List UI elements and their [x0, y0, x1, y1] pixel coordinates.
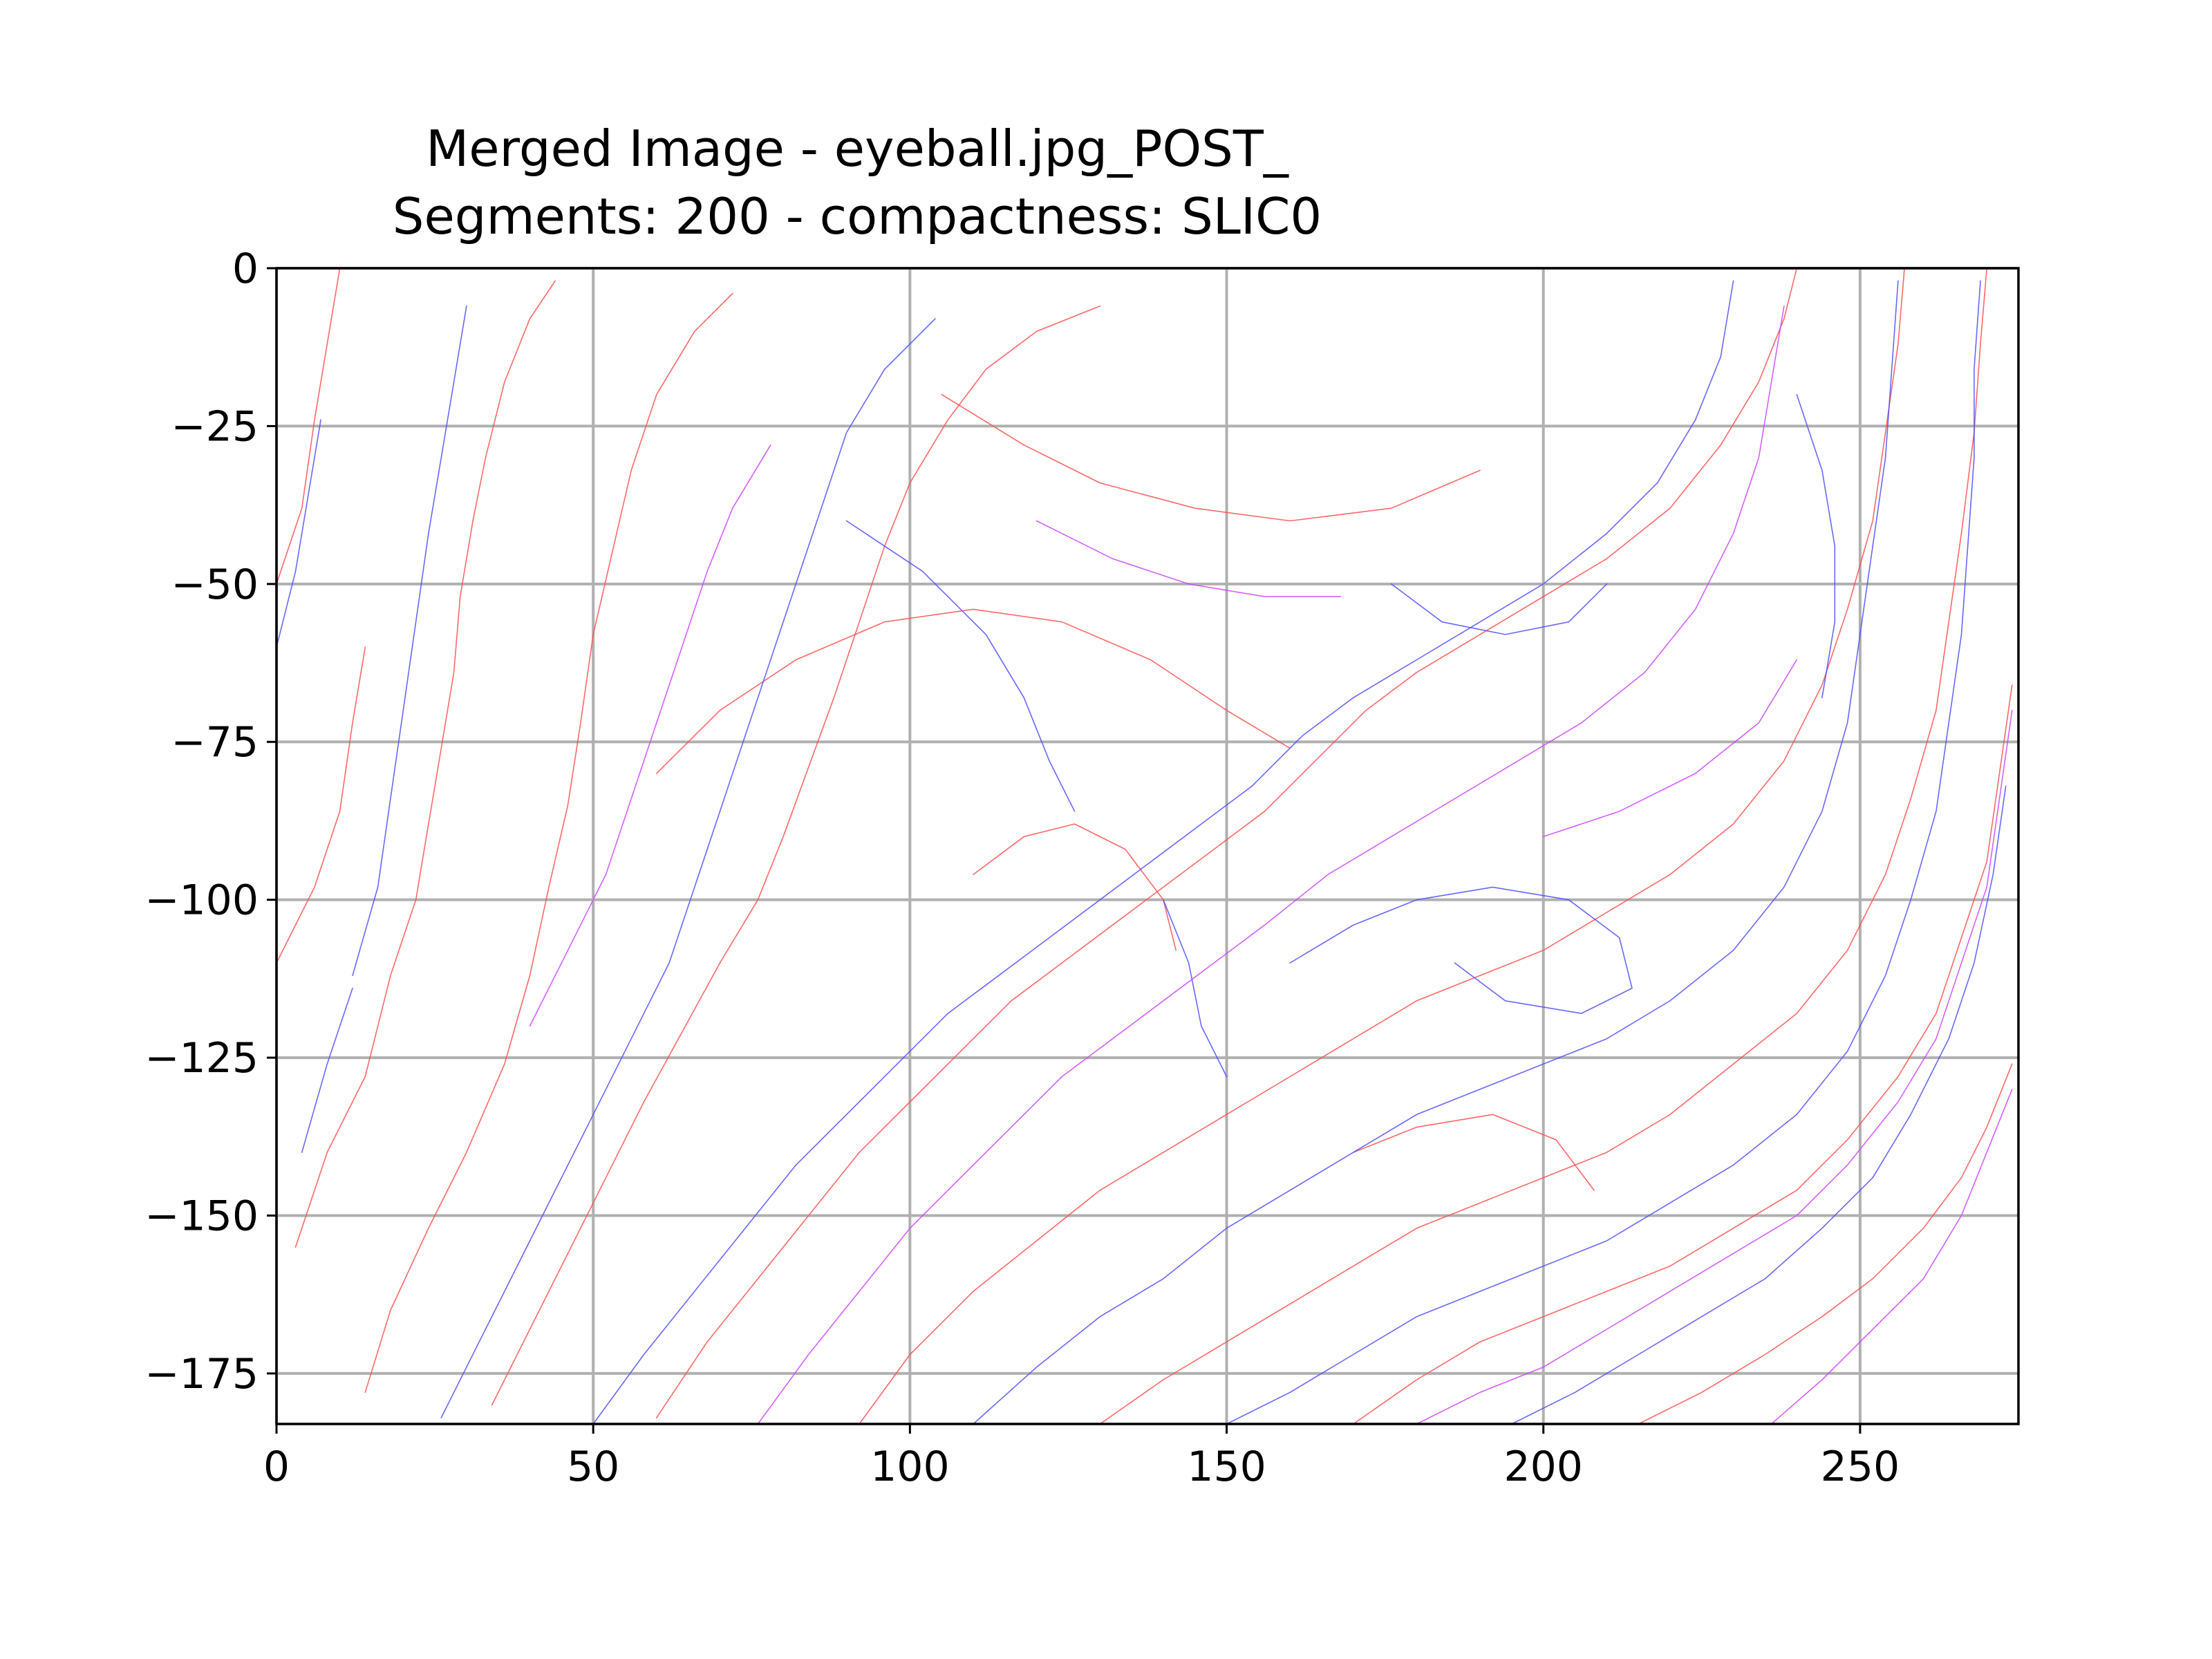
contour-line — [656, 608, 1291, 774]
contour-line — [491, 306, 1101, 1406]
contour-line — [276, 646, 366, 964]
grid-lines — [275, 267, 2018, 1424]
y-tick-label: 0 — [232, 245, 259, 293]
contour-line — [1796, 393, 1836, 699]
y-tick-label: −100 — [144, 877, 259, 925]
chart-title-line-2: Segments: 200 - compactness: SLIC0 — [393, 187, 1322, 245]
contour-line — [1511, 785, 2007, 1424]
contour-line — [294, 280, 556, 1248]
contour-line — [1099, 268, 1987, 1424]
contour-line — [973, 280, 1899, 1424]
contour-line — [656, 268, 1798, 1418]
plot-background — [276, 268, 2018, 1424]
contour-line — [1353, 684, 2013, 1424]
contour-line — [1035, 520, 1342, 597]
plot-area: 0 50 100 150 200 250 0 −25 −50 −75 −100 −125 −150 −17… — [144, 245, 2020, 1491]
contour-series — [276, 268, 2013, 1424]
axis-ticks: 0 50 100 150 200 250 0 −25 −50 −75 −100 −125 −150 −17… — [144, 245, 1900, 1491]
y-tick-label: −75 — [171, 718, 259, 767]
contour-line — [1542, 659, 1798, 838]
y-tick-label: −125 — [144, 1034, 259, 1082]
contour-line — [529, 444, 771, 1027]
contour-line — [859, 268, 1905, 1424]
contour-line — [276, 419, 321, 648]
contour-line — [352, 306, 467, 977]
x-tick-label: 50 — [567, 1443, 619, 1491]
y-tick-label: −150 — [144, 1192, 259, 1240]
contour-line — [757, 306, 1785, 1424]
contour-line — [1226, 280, 1981, 1424]
contour-line — [1770, 1089, 2013, 1424]
contour-line — [941, 393, 1481, 522]
contour-line — [1638, 1063, 2013, 1424]
y-tick-label: −50 — [171, 561, 259, 609]
x-tick-label: 0 — [263, 1443, 290, 1491]
axes-frame — [275, 267, 2020, 1425]
contour-series-2 — [529, 306, 2013, 1424]
y-tick-label: −175 — [144, 1350, 259, 1398]
contour-line — [973, 823, 1177, 951]
contour-series-1 — [276, 280, 2007, 1424]
contour-line — [845, 520, 1076, 812]
contour-line — [592, 280, 1734, 1424]
y-tick-label: −25 — [171, 402, 259, 451]
x-tick-label: 200 — [1503, 1443, 1583, 1491]
contour-line — [1391, 583, 1608, 635]
contour-line — [301, 987, 353, 1153]
x-tick-label: 100 — [870, 1443, 950, 1491]
x-tick-label: 150 — [1187, 1443, 1266, 1491]
contour-line — [1353, 1114, 1595, 1191]
contour-series-0 — [276, 268, 2013, 1424]
chart-title-line-1: Merged Image - eyeball.jpg_POST_ — [426, 120, 1289, 178]
contour-line — [1289, 886, 1633, 1014]
contour-line — [440, 318, 936, 1418]
contour-line — [1416, 709, 2013, 1424]
contour-line — [276, 268, 341, 585]
x-tick-label: 250 — [1821, 1443, 1900, 1491]
contour-line — [364, 292, 733, 1394]
contour-line — [1163, 899, 1228, 1078]
